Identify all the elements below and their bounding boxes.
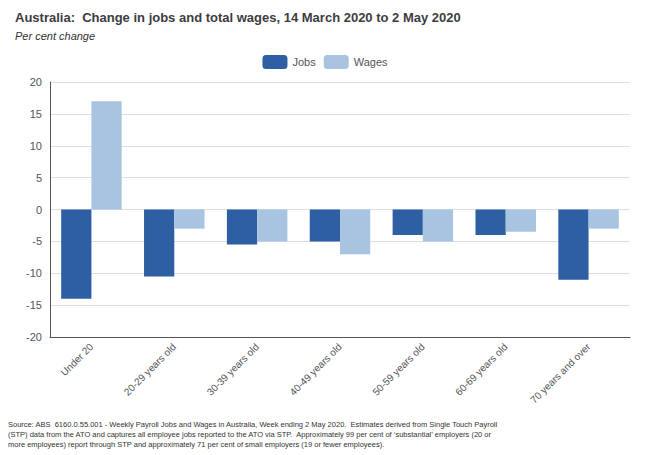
svg-text:60-69 years old: 60-69 years old xyxy=(453,341,509,397)
svg-text:-10: -10 xyxy=(26,267,42,279)
svg-text:-15: -15 xyxy=(26,299,42,311)
svg-text:40-49 years old: 40-49 years old xyxy=(287,341,343,397)
svg-text:10: 10 xyxy=(30,140,42,152)
svg-text:Wages: Wages xyxy=(354,56,388,68)
svg-text:20-29 years old: 20-29 years old xyxy=(122,341,178,397)
svg-text:-20: -20 xyxy=(26,331,42,343)
svg-text:more employees) report through: more employees) report through STP and a… xyxy=(8,440,384,449)
svg-text:Under 20: Under 20 xyxy=(58,341,95,378)
svg-text:0: 0 xyxy=(36,204,42,216)
svg-text:Per cent change: Per cent change xyxy=(15,30,95,42)
svg-text:15: 15 xyxy=(30,108,42,120)
svg-text:Jobs: Jobs xyxy=(292,56,316,68)
svg-text:Source: ABS 6160.0.55.001 - W: Source: ABS 6160.0.55.001 - Weekly Payro… xyxy=(8,420,497,429)
svg-text:70 years and over: 70 years and over xyxy=(528,341,593,406)
svg-text:20: 20 xyxy=(30,76,42,88)
svg-text:5: 5 xyxy=(36,172,42,184)
svg-text:(STP) data from the ATO and ca: (STP) data from the ATO and captures all… xyxy=(8,430,492,439)
svg-text:Australia: Change in jobs and: Australia: Change in jobs and total wage… xyxy=(15,10,461,25)
svg-text:50-59 years old: 50-59 years old xyxy=(370,341,426,397)
svg-text:-5: -5 xyxy=(32,235,42,247)
svg-text:30-39 years old: 30-39 years old xyxy=(205,341,261,397)
